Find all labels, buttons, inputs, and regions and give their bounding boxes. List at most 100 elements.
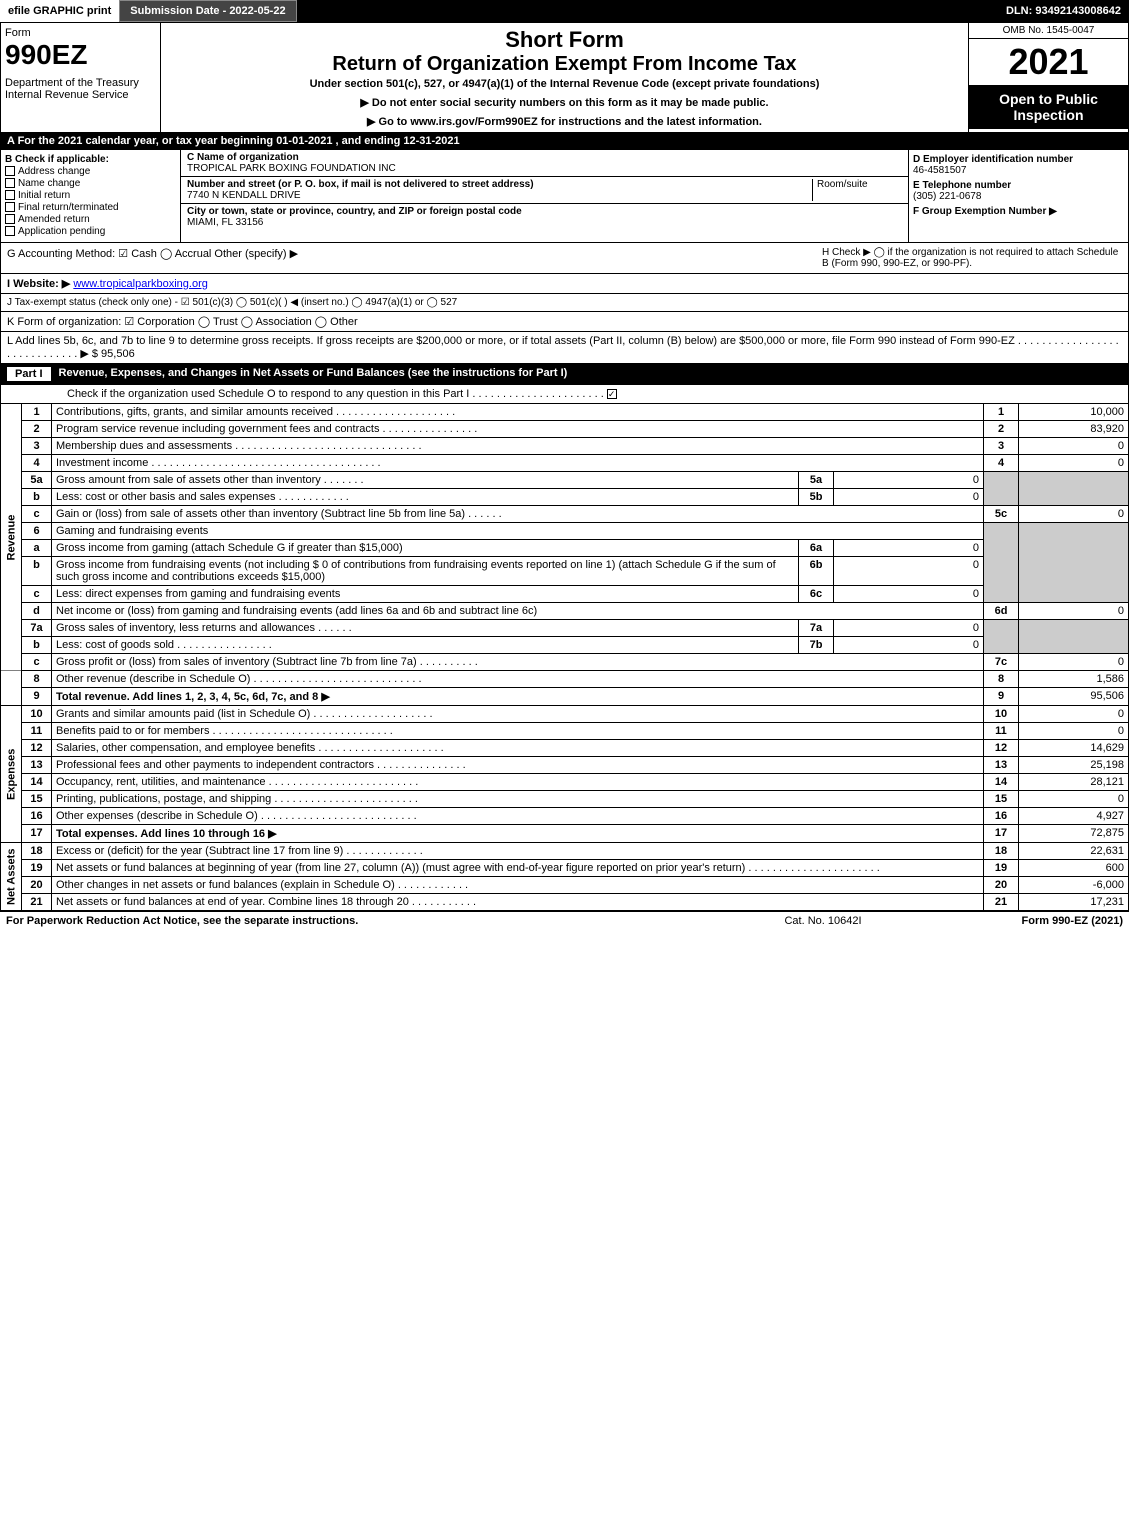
- section-bcdef: B Check if applicable: Address change Na…: [0, 150, 1129, 243]
- d-ein-value: 46-4581507: [913, 165, 1124, 176]
- title-return: Return of Organization Exempt From Incom…: [165, 53, 964, 76]
- part-1-table: Revenue 1 Contributions, gifts, grants, …: [0, 404, 1129, 911]
- val-13: 25,198: [1019, 757, 1129, 774]
- c-name-row: C Name of organization TROPICAL PARK BOX…: [181, 150, 908, 177]
- subln-6a: 6a: [799, 540, 834, 557]
- chk-amended-return[interactable]: Amended return: [5, 214, 176, 225]
- desc-5a: Gross amount from sale of assets other t…: [56, 474, 321, 486]
- num-5c: 5c: [984, 506, 1019, 523]
- desc-3: Membership dues and assessments: [56, 440, 232, 452]
- omb-number: OMB No. 1545-0047: [969, 23, 1128, 39]
- efile-label[interactable]: efile GRAPHIC print: [0, 0, 119, 22]
- e-phone-label: E Telephone number: [913, 180, 1124, 191]
- c-city-row: City or town, state or province, country…: [181, 204, 908, 230]
- header-left: Form 990EZ Department of the Treasury In…: [1, 23, 161, 132]
- num-12: 12: [984, 740, 1019, 757]
- submission-date: Submission Date - 2022-05-22: [119, 0, 296, 22]
- subln-7a: 7a: [799, 620, 834, 637]
- desc-4: Investment income: [56, 457, 148, 469]
- chk-name-change[interactable]: Name change: [5, 178, 176, 189]
- website-link[interactable]: www.tropicalparkboxing.org: [73, 278, 208, 290]
- chk-initial-return[interactable]: Initial return: [5, 190, 176, 201]
- column-b: B Check if applicable: Address change Na…: [1, 150, 181, 242]
- section-gh: G Accounting Method: ☑ Cash ◯ Accrual Ot…: [0, 243, 1129, 274]
- e-phone-value: (305) 221-0678: [913, 191, 1124, 202]
- ln-1: 1: [22, 404, 52, 421]
- b-label: B Check if applicable:: [5, 154, 176, 165]
- desc-16: Other expenses (describe in Schedule O): [56, 810, 258, 822]
- form-number: 990EZ: [5, 39, 156, 71]
- desc-15: Printing, publications, postage, and shi…: [56, 793, 271, 805]
- part-1-header: Part I Revenue, Expenses, and Changes in…: [0, 364, 1129, 385]
- desc-11: Benefits paid to or for members: [56, 725, 209, 737]
- subln-5b: 5b: [799, 489, 834, 506]
- form-header: Form 990EZ Department of the Treasury In…: [0, 22, 1129, 133]
- subval-7a: 0: [834, 620, 984, 637]
- desc-14: Occupancy, rent, utilities, and maintena…: [56, 776, 266, 788]
- val-2: 83,920: [1019, 421, 1129, 438]
- num-2: 2: [984, 421, 1019, 438]
- part-1-check: Check if the organization used Schedule …: [0, 385, 1129, 404]
- num-1: 1: [984, 404, 1019, 421]
- desc-18: Excess or (deficit) for the year (Subtra…: [56, 845, 343, 857]
- chk-address-change[interactable]: Address change: [5, 166, 176, 177]
- footer-formref: Form 990-EZ (2021): [923, 915, 1123, 927]
- desc-6c: Less: direct expenses from gaming and fu…: [56, 588, 340, 600]
- val-10: 0: [1019, 706, 1129, 723]
- desc-6b: Gross income from fundraising events (no…: [56, 559, 776, 583]
- desc-7b: Less: cost of goods sold: [56, 639, 174, 651]
- num-8: 8: [984, 671, 1019, 688]
- chk-final-return[interactable]: Final return/terminated: [5, 202, 176, 213]
- desc-5b: Less: cost or other basis and sales expe…: [56, 491, 276, 503]
- subval-6a: 0: [834, 540, 984, 557]
- sidelabel-expenses: Expenses: [1, 706, 22, 843]
- org-name: TROPICAL PARK BOXING FOUNDATION INC: [187, 163, 396, 174]
- dln-label: DLN: 93492143008642: [1006, 5, 1129, 17]
- num-7c: 7c: [984, 654, 1019, 671]
- sidelabel-netassets: Net Assets: [1, 843, 22, 911]
- c-addr-label: Number and street (or P. O. box, if mail…: [187, 179, 534, 190]
- desc-1: Contributions, gifts, grants, and simila…: [52, 404, 984, 421]
- desc-6: Gaming and fundraising events: [52, 523, 984, 540]
- subval-6c: 0: [834, 586, 984, 603]
- column-def: D Employer identification number 46-4581…: [908, 150, 1128, 242]
- chk-application-pending[interactable]: Application pending: [5, 226, 176, 237]
- val-8: 1,586: [1019, 671, 1129, 688]
- desc-6d: Net income or (loss) from gaming and fun…: [56, 605, 537, 617]
- val-17: 72,875: [1019, 825, 1129, 843]
- header-center: Short Form Return of Organization Exempt…: [161, 23, 968, 132]
- ssn-note: ▶ Do not enter social security numbers o…: [165, 96, 964, 109]
- d-ein-label: D Employer identification number: [913, 154, 1124, 165]
- desc-7a: Gross sales of inventory, less returns a…: [56, 622, 315, 634]
- desc-17: Total expenses. Add lines 10 through 16 …: [56, 828, 277, 840]
- top-bar: efile GRAPHIC print Submission Date - 20…: [0, 0, 1129, 22]
- f-group-label: F Group Exemption Number ▶: [913, 206, 1124, 217]
- page-footer: For Paperwork Reduction Act Notice, see …: [0, 911, 1129, 930]
- val-9: 95,506: [1019, 688, 1129, 706]
- subval-7b: 0: [834, 637, 984, 654]
- h-schedule-b: H Check ▶ ◯ if the organization is not r…: [822, 247, 1122, 269]
- desc-9: Total revenue. Add lines 1, 2, 3, 4, 5c,…: [56, 691, 330, 703]
- column-c: C Name of organization TROPICAL PARK BOX…: [181, 150, 908, 242]
- num-20: 20: [984, 877, 1019, 894]
- footer-catno: Cat. No. 10642I: [723, 915, 923, 927]
- val-16: 4,927: [1019, 808, 1129, 825]
- row-i-website: I Website: ▶ www.tropicalparkboxing.org: [0, 274, 1129, 294]
- num-14: 14: [984, 774, 1019, 791]
- desc-21: Net assets or fund balances at end of ye…: [56, 896, 409, 908]
- org-address: 7740 N KENDALL DRIVE: [187, 190, 301, 201]
- num-19: 19: [984, 860, 1019, 877]
- row-k-orgform: K Form of organization: ☑ Corporation ◯ …: [0, 312, 1129, 332]
- val-21: 17,231: [1019, 894, 1129, 911]
- val-14: 28,121: [1019, 774, 1129, 791]
- desc-13: Professional fees and other payments to …: [56, 759, 374, 771]
- val-19: 600: [1019, 860, 1129, 877]
- subval-6b: 0: [834, 557, 984, 586]
- num-6d: 6d: [984, 603, 1019, 620]
- schedule-o-checkbox[interactable]: [607, 389, 617, 399]
- val-1: 10,000: [1019, 404, 1129, 421]
- row-j-taxexempt: J Tax-exempt status (check only one) - ☑…: [0, 294, 1129, 312]
- org-city: MIAMI, FL 33156: [187, 217, 263, 228]
- num-11: 11: [984, 723, 1019, 740]
- val-3: 0: [1019, 438, 1129, 455]
